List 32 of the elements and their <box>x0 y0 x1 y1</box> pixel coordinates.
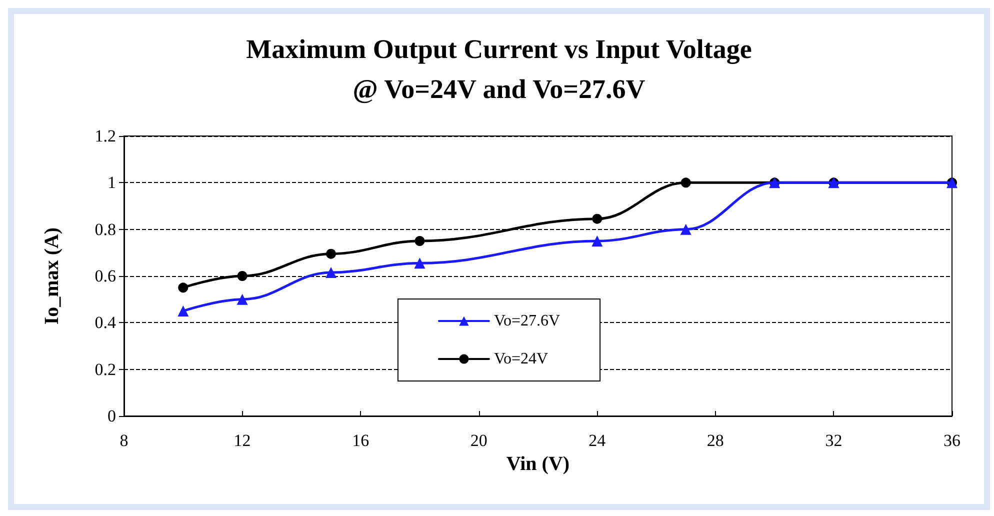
point <box>326 267 336 278</box>
x-tick-label: 20 <box>470 431 488 450</box>
x-axis-title: Vin (V) <box>506 452 570 475</box>
point <box>592 236 603 246</box>
y-tick-label: 1 <box>108 173 116 192</box>
y-tick-label: 0.4 <box>94 313 116 332</box>
point <box>680 224 692 235</box>
point <box>236 294 248 305</box>
y-tick-label: 0.2 <box>94 360 116 379</box>
point <box>326 248 336 259</box>
x-tick-label: 32 <box>825 431 842 450</box>
point <box>414 258 426 269</box>
x-tick-label: 16 <box>352 431 370 450</box>
point <box>680 178 691 188</box>
y-tick-label: 0.6 <box>94 266 116 286</box>
y-tick-label: 1.2 <box>94 126 116 146</box>
y-axis-title: Io_max (A) <box>41 227 63 325</box>
point <box>178 306 189 316</box>
legend-label: Vo=24V <box>494 350 548 368</box>
x-tick-label: 8 <box>120 431 128 450</box>
y-tick-label: 0.8 <box>94 220 116 239</box>
legend-label: Vo=27.6V <box>494 312 560 330</box>
x-tick-label: 36 <box>944 431 960 450</box>
point <box>237 271 248 281</box>
x-tick-label: 12 <box>234 431 251 450</box>
y-tick-label: 0 <box>108 406 116 426</box>
chart-title: Maximum Output Current vs Input Voltage @ Vo=24V and Vo=27.6V <box>246 34 752 104</box>
x-tick-label: 28 <box>706 431 724 450</box>
point <box>178 282 188 293</box>
point <box>414 236 425 246</box>
x-tick-label: 24 <box>588 431 606 450</box>
point <box>592 214 602 224</box>
